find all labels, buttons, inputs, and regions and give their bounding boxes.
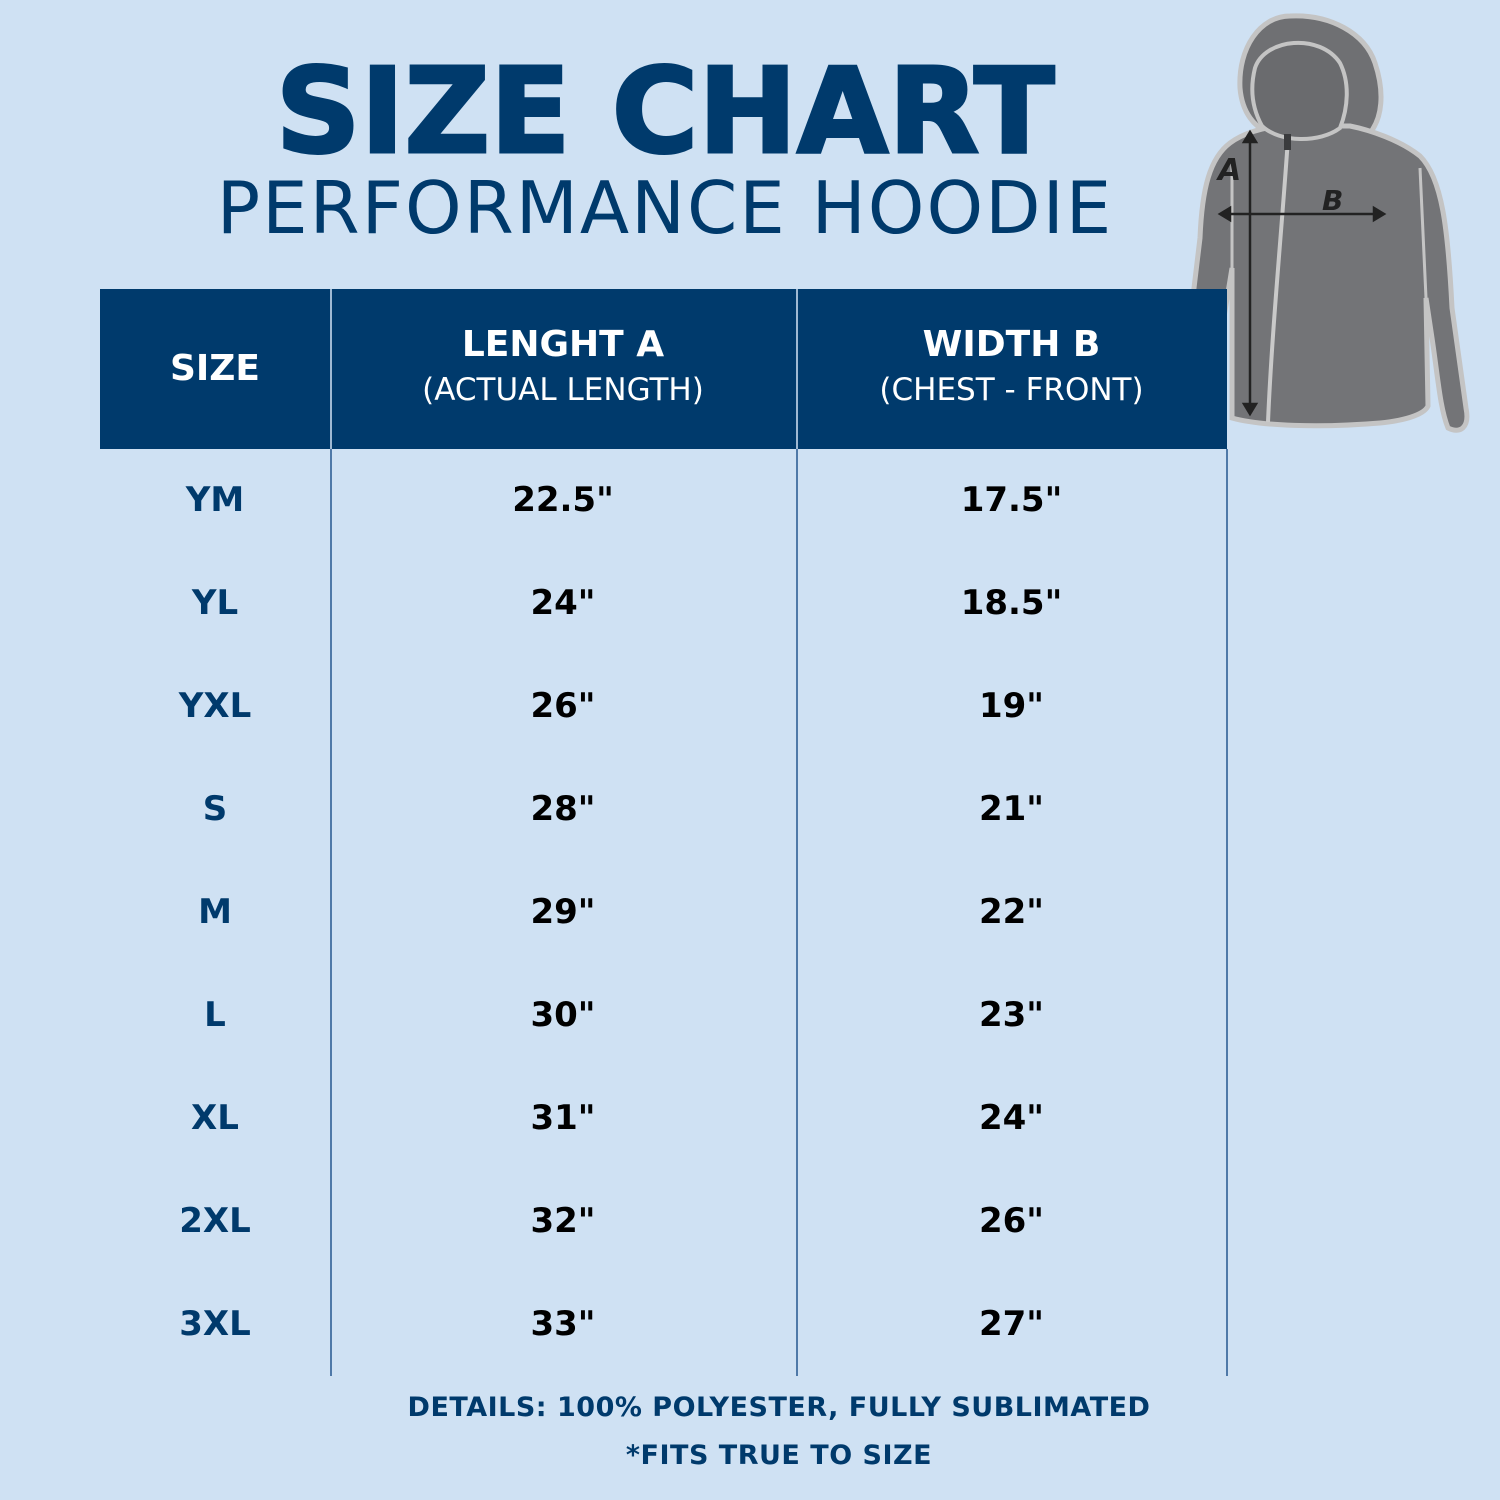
column-divider	[1226, 449, 1228, 1376]
measure-b-label: B	[1322, 184, 1343, 217]
length-cell: 22.5"	[512, 480, 614, 520]
width-cell: 26"	[978, 1201, 1045, 1241]
size-cell: XL	[191, 1098, 239, 1138]
table-row: M 29" 22"	[100, 882, 1227, 942]
size-cell: 2XL	[179, 1201, 251, 1241]
size-cell: YXL	[178, 686, 252, 726]
table-row: YL 24" 18.5"	[100, 573, 1227, 633]
measure-a-label: A	[1216, 153, 1241, 188]
column-divider	[330, 449, 332, 1376]
table-row: 3XL 33" 27"	[100, 1294, 1227, 1354]
table-row: S 28" 21"	[100, 779, 1227, 839]
size-cell: YM	[185, 480, 245, 520]
length-cell: 33"	[530, 1304, 596, 1344]
length-cell: 28"	[530, 789, 596, 829]
table-row: YM 22.5" 17.5"	[100, 470, 1227, 530]
hoodie-icon: A B	[1179, 13, 1470, 433]
header-size: SIZE	[100, 289, 330, 449]
measure-b-arrow	[1217, 205, 1387, 223]
header-length-sublabel: (ACTUAL LENGTH)	[422, 371, 704, 408]
length-cell: 32"	[530, 1201, 596, 1241]
header-length: LENGHT A (ACTUAL LENGTH)	[330, 289, 796, 449]
length-cell: 24"	[530, 583, 596, 623]
width-cell: 22"	[978, 892, 1045, 932]
table-row: L 30" 23"	[100, 985, 1227, 1045]
width-cell: 27"	[978, 1304, 1045, 1344]
width-cell: 17.5"	[960, 480, 1063, 520]
details-note: DETAILS: 100% POLYESTER, FULLY SUBLIMATE…	[407, 1392, 1151, 1423]
length-cell: 29"	[530, 892, 596, 932]
table-header: SIZE LENGHT A (ACTUAL LENGTH) WIDTH B (C…	[100, 289, 1227, 449]
header-width: WIDTH B (CHEST - FRONT)	[796, 289, 1227, 449]
width-cell: 23"	[978, 995, 1045, 1035]
fit-note: *FITS TRUE TO SIZE	[625, 1440, 933, 1471]
length-cell: 30"	[530, 995, 596, 1035]
table-row: YXL 26" 19"	[100, 676, 1227, 736]
size-cell: 3XL	[179, 1304, 251, 1344]
header-divider	[796, 289, 798, 449]
column-divider	[796, 449, 798, 1376]
table-row: 2XL 32" 26"	[100, 1191, 1227, 1251]
width-cell: 18.5"	[960, 583, 1063, 623]
width-cell: 21"	[978, 789, 1045, 829]
page-subtitle: PERFORMANCE HOODIE	[216, 166, 1114, 250]
width-cell: 19"	[978, 686, 1045, 726]
header-length-label: LENGHT A	[461, 323, 665, 365]
length-cell: 26"	[530, 686, 596, 726]
size-cell: S	[202, 789, 228, 829]
length-cell: 31"	[530, 1098, 596, 1138]
size-cell: YL	[191, 583, 239, 623]
measure-a-arrow	[1241, 129, 1259, 417]
header-divider	[330, 289, 332, 449]
size-cell: L	[204, 995, 226, 1035]
width-cell: 24"	[978, 1098, 1045, 1138]
page-title: SIZE CHART	[274, 42, 1056, 180]
size-cell: M	[198, 892, 232, 932]
header-width-label: WIDTH B	[922, 323, 1101, 365]
header-size-label: SIZE	[169, 348, 261, 390]
header-width-sublabel: (CHEST - FRONT)	[879, 371, 1144, 408]
table-row: XL 31" 24"	[100, 1088, 1227, 1148]
